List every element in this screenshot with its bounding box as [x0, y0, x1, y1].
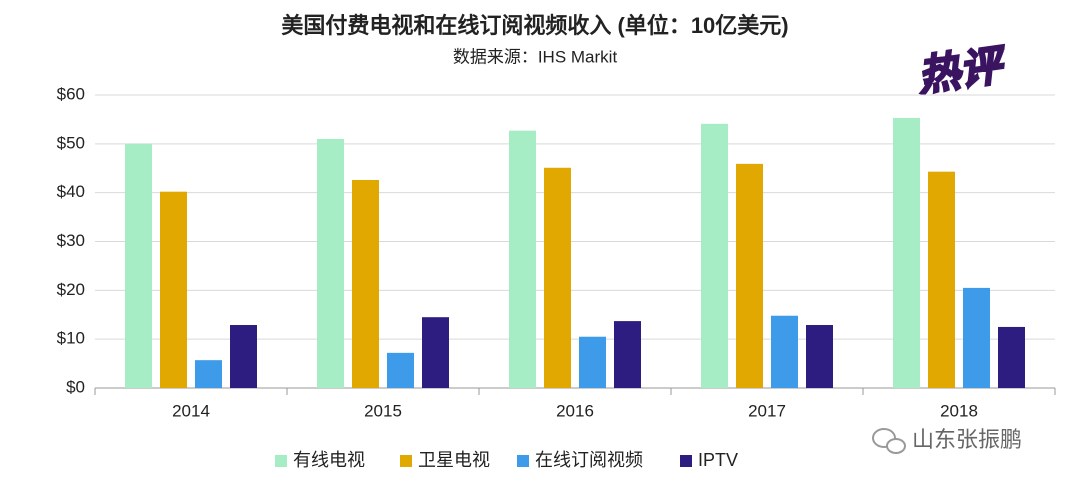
bar [701, 123, 728, 388]
x-tick-label: 2015 [364, 401, 402, 420]
legend-label: 有线电视 [293, 450, 365, 470]
legend-swatch [517, 455, 529, 467]
bar [963, 287, 990, 388]
bar [579, 336, 606, 388]
chart-subtitle: 数据来源：IHS Markit [453, 47, 618, 66]
legend-swatch [275, 455, 287, 467]
chart-title: 美国付费电视和在线订阅视频收入 (单位：10亿美元) [281, 13, 788, 38]
bar [125, 143, 152, 388]
bar [771, 315, 798, 388]
y-tick-label: $30 [57, 231, 85, 250]
watermark: 山东张振鹏 [912, 427, 1022, 452]
x-tick-label: 2016 [556, 401, 594, 420]
bar [614, 321, 641, 388]
wechat-icon [872, 428, 906, 454]
legend-label: IPTV [698, 450, 738, 470]
x-tick-label: 2014 [172, 401, 210, 420]
bar [544, 167, 571, 388]
bar [928, 171, 955, 388]
bar [893, 117, 920, 389]
bar [736, 163, 763, 388]
bar [230, 325, 257, 388]
bar [422, 317, 449, 388]
y-tick-label: $0 [66, 377, 85, 396]
bar [317, 138, 344, 388]
bar [806, 325, 833, 388]
y-tick-label: $10 [57, 329, 85, 348]
bar [387, 352, 414, 388]
legend-label: 卫星电视 [418, 450, 490, 470]
x-tick-label: 2018 [940, 401, 978, 420]
legend-swatch [680, 455, 692, 467]
bar [509, 130, 536, 389]
y-tick-label: $50 [57, 133, 85, 152]
bar [195, 360, 222, 388]
y-tick-label: $60 [57, 84, 85, 103]
y-tick-label: $20 [57, 280, 85, 299]
x-tick-label: 2017 [748, 401, 786, 420]
y-tick-label: $40 [57, 182, 85, 201]
bar [352, 179, 379, 388]
legend-swatch [400, 455, 412, 467]
bar [160, 191, 187, 388]
bar [998, 326, 1025, 388]
legend-label: 在线订阅视频 [535, 450, 643, 470]
